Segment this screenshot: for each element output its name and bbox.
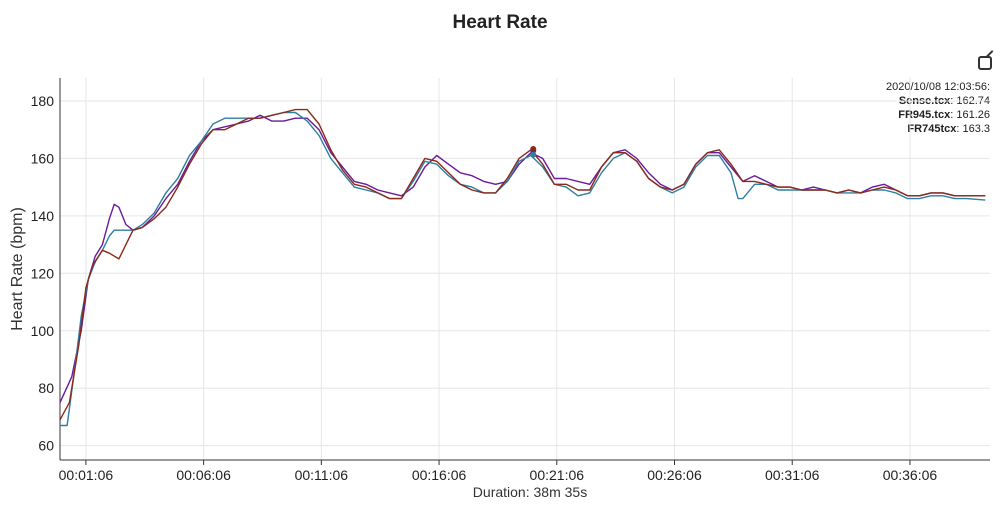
legend-series-name: FR745tcx bbox=[907, 123, 957, 135]
series-line-fr745tcx bbox=[59, 108, 986, 421]
x-axis-label: Duration: 38m 35s bbox=[473, 484, 587, 500]
y-tick-label: 100 bbox=[31, 323, 55, 339]
legend-timestamp: 2020/10/08 12:03:56: bbox=[886, 81, 990, 93]
legend-series-name: FR945.tcx bbox=[898, 109, 951, 121]
x-tick-label: 00:16:06 bbox=[412, 467, 467, 483]
cursor-marker bbox=[530, 145, 537, 152]
series-line-sense-tcx bbox=[59, 114, 986, 403]
x-tick-label: 00:26:06 bbox=[647, 467, 702, 483]
grid-layer bbox=[60, 78, 990, 460]
y-tick-label: 120 bbox=[31, 265, 55, 281]
x-tick-label: 00:21:06 bbox=[530, 467, 585, 483]
y-axis-label: Heart Rate (bpm) bbox=[9, 207, 26, 331]
legend-entry-fr745: FR745tcx: 163.3 bbox=[907, 123, 990, 135]
legend-series-value: 161.26 bbox=[956, 109, 990, 121]
legend-series-value: 163.3 bbox=[962, 123, 990, 135]
series-line-fr945-tcx bbox=[60, 111, 986, 427]
x-tick-label: 00:11:06 bbox=[295, 467, 349, 483]
y-tick-label: 80 bbox=[38, 380, 54, 396]
y-tick-label: 140 bbox=[31, 208, 55, 224]
x-tick-label: 00:06:06 bbox=[176, 467, 231, 483]
y-tick-label: 160 bbox=[31, 150, 55, 166]
legend-entry-fr945: FR945.tcx: 161.26 bbox=[898, 109, 990, 121]
y-tick-label: 60 bbox=[38, 438, 54, 454]
chart-title: Heart Rate bbox=[452, 12, 548, 33]
hover-legend: 2020/10/08 12:03:56: Sense.tcx: 162.74 F… bbox=[886, 80, 990, 136]
axis-layer: 60 80 100 120 140 160 180 00:01:06 00:06:06 00:11… bbox=[31, 78, 990, 483]
cursor-marker bbox=[530, 151, 537, 158]
series-layer bbox=[59, 108, 986, 427]
y-tick-label: 180 bbox=[31, 93, 55, 109]
x-tick-label: 00:31:06 bbox=[765, 467, 820, 483]
marker-layer bbox=[530, 145, 537, 158]
x-tick-label: 00:01:06 bbox=[59, 467, 114, 483]
x-tick-label: 00:36:06 bbox=[883, 467, 938, 483]
expand-icon[interactable] bbox=[978, 56, 992, 70]
